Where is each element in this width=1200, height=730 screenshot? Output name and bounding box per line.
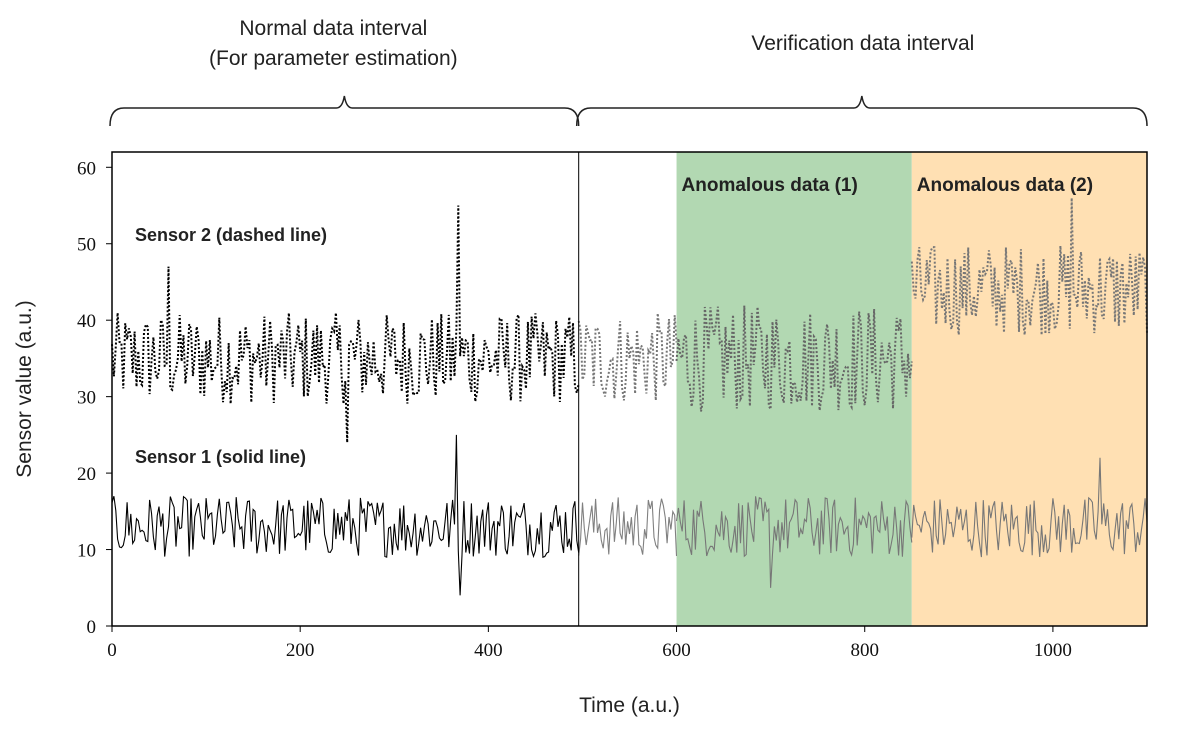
series-sensor-1 bbox=[111, 434, 1148, 596]
plot-frame bbox=[111, 151, 1148, 627]
interval-label-verification: Verification data interval bbox=[751, 32, 974, 55]
x-tick-label: 600 bbox=[662, 640, 691, 661]
y-tick-label: 50 bbox=[77, 235, 96, 256]
interval-brace bbox=[109, 95, 580, 127]
region-label-anomalous-2: Anomalous data (2) bbox=[917, 175, 1093, 196]
region-anomalous-2 bbox=[911, 152, 1147, 626]
y-tick-label: 60 bbox=[77, 158, 96, 179]
y-tick-label: 0 bbox=[87, 617, 97, 638]
x-tick-label: 1000 bbox=[1034, 640, 1072, 661]
series-segment bbox=[111, 434, 580, 596]
series-segment bbox=[577, 313, 678, 401]
x-axis-label: Time (a.u.) bbox=[579, 694, 680, 717]
series-segment bbox=[111, 205, 580, 443]
interval-label-normal-line-1: Normal data interval bbox=[239, 17, 427, 40]
interval-brace bbox=[575, 95, 1148, 127]
y-axis-label: Sensor value (a.u.) bbox=[13, 300, 36, 477]
x-tick-label: 400 bbox=[474, 640, 503, 661]
y-tick-label: 40 bbox=[77, 311, 96, 332]
y-tick-label: 10 bbox=[77, 541, 96, 562]
series-segment bbox=[578, 497, 678, 557]
y-tick-label: 20 bbox=[77, 464, 96, 485]
series-sensor-2 bbox=[111, 197, 1148, 443]
x-tick-label: 200 bbox=[286, 640, 315, 661]
series-label-sensor-1: Sensor 1 (solid line) bbox=[135, 447, 306, 467]
x-tick-label: 800 bbox=[850, 640, 879, 661]
x-tick-label: 0 bbox=[107, 640, 117, 661]
series-segment bbox=[675, 496, 913, 588]
y-tick-label: 30 bbox=[77, 388, 96, 409]
region-label-anomalous-1: Anomalous data (1) bbox=[682, 175, 858, 196]
series-segment bbox=[675, 305, 913, 414]
interval-label-normal-line-2: (For parameter estimation) bbox=[209, 47, 458, 70]
series-label-sensor-2: Sensor 2 (dashed line) bbox=[135, 225, 327, 245]
series-segment bbox=[911, 457, 1148, 558]
